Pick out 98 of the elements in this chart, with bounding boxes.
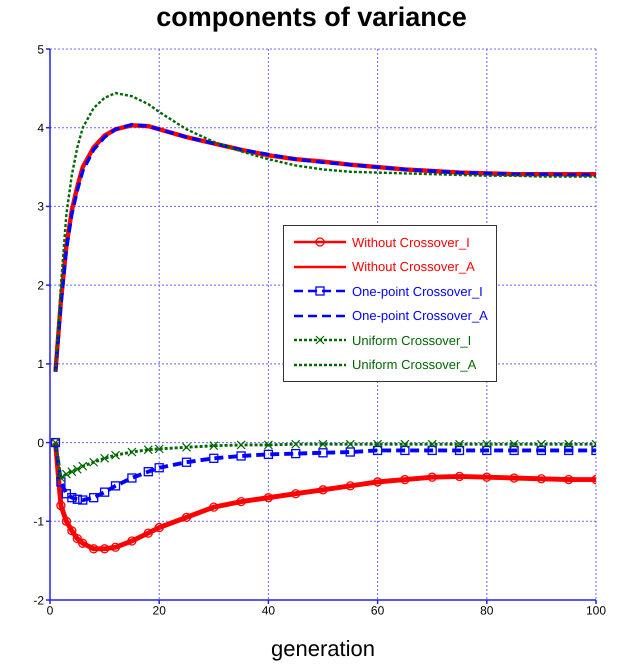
point (291, 448, 300, 458)
point (454, 446, 464, 456)
point (100, 488, 110, 497)
y-tick-label: 3 (37, 200, 44, 214)
point (209, 502, 218, 512)
point (264, 493, 274, 502)
point (482, 440, 492, 449)
point (209, 454, 218, 463)
y-tick-label: -1 (33, 514, 44, 529)
point (564, 446, 574, 456)
point (154, 522, 164, 532)
point (318, 440, 328, 449)
point (56, 477, 66, 487)
point (127, 536, 137, 546)
point (373, 440, 382, 449)
point (482, 472, 492, 482)
point (428, 440, 437, 449)
legend-label: One-point Crossover_A (352, 308, 488, 324)
point (236, 440, 246, 450)
point (89, 544, 98, 554)
point (78, 538, 88, 548)
y-tick-label: 1 (37, 357, 44, 372)
point (67, 526, 76, 536)
point (454, 472, 464, 482)
point (78, 495, 88, 505)
point (110, 542, 120, 552)
point (62, 516, 72, 526)
point (236, 496, 246, 506)
point (564, 440, 574, 449)
point (372, 477, 382, 487)
legend-label: Uniform Crossover_I (352, 332, 472, 348)
x-tick-label: 40 (262, 604, 276, 618)
point (182, 442, 192, 452)
point (509, 446, 519, 456)
point (89, 458, 98, 467)
point (62, 469, 71, 479)
point (509, 473, 519, 483)
point (510, 440, 519, 449)
point (100, 454, 110, 463)
point (454, 440, 464, 449)
point (127, 447, 136, 457)
x-tick-label: 100 (586, 604, 606, 618)
point (346, 447, 355, 457)
y-tick-label: 2 (37, 278, 44, 292)
point (400, 474, 410, 484)
point (264, 450, 274, 460)
point (89, 493, 98, 502)
legend-label: Without Crossover_A (352, 259, 475, 274)
x-tick-label: 0 (46, 604, 54, 618)
x-tick-label: 60 (370, 604, 385, 618)
y-tick-label: 4 (37, 120, 44, 135)
point (346, 481, 355, 491)
point (72, 464, 82, 474)
point (62, 489, 72, 498)
point (144, 528, 153, 538)
point (78, 462, 88, 471)
point (482, 446, 492, 456)
point (346, 440, 355, 449)
legend-label: Uniform Crossover_A (352, 357, 476, 372)
point (209, 441, 218, 450)
point (536, 440, 546, 449)
point (127, 473, 137, 483)
point (182, 512, 192, 522)
point (428, 446, 437, 456)
point (110, 481, 120, 491)
point (564, 474, 574, 484)
point (67, 493, 76, 502)
x-tick-label: 80 (480, 604, 494, 618)
point (144, 467, 153, 476)
point (372, 446, 382, 456)
point (428, 472, 437, 482)
point (67, 467, 76, 476)
legend-label: One-point Crossover_I (352, 284, 483, 299)
point (154, 463, 164, 472)
point (291, 440, 300, 449)
x-tick-label: 20 (152, 604, 166, 618)
point (318, 485, 328, 494)
point (400, 440, 410, 449)
point (400, 446, 410, 456)
point (182, 458, 192, 467)
point (56, 500, 66, 510)
point (536, 474, 546, 484)
point (291, 489, 300, 498)
point (264, 440, 273, 450)
y-tick-label: -2 (33, 593, 44, 608)
chart-title: components of variance (155, 2, 468, 33)
point (72, 534, 82, 544)
point (72, 494, 82, 504)
point (536, 446, 546, 456)
y-tick-label: 5 (37, 42, 44, 56)
legend-label: Without Crossover_I (352, 234, 470, 250)
point (318, 448, 328, 458)
point (236, 451, 246, 461)
y-tick-label: 0 (37, 436, 44, 450)
point (56, 473, 66, 483)
point (110, 450, 120, 460)
point (100, 544, 110, 554)
x-axis-title: generation (271, 636, 375, 661)
